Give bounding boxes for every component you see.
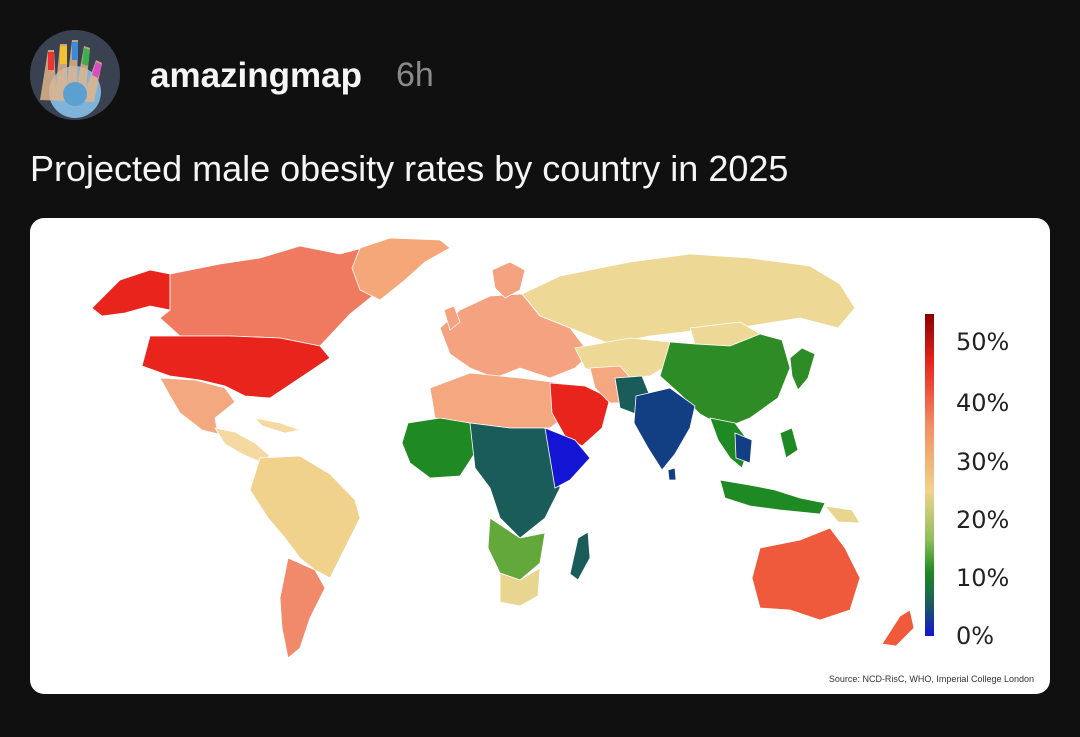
region-australia bbox=[751, 527, 861, 621]
region-indonesia bbox=[719, 479, 826, 515]
region-argentina bbox=[279, 557, 326, 659]
region-korea-japan bbox=[789, 347, 816, 391]
legend-color-bar bbox=[925, 314, 934, 636]
world-map bbox=[91, 237, 934, 659]
legend-label-10: 10% bbox=[956, 564, 1010, 592]
region-russia bbox=[521, 253, 856, 345]
avatar[interactable] bbox=[30, 30, 120, 120]
post-timestamp: 6h bbox=[396, 56, 434, 94]
region-indochina bbox=[734, 432, 753, 464]
region-alaska bbox=[91, 269, 171, 317]
region-central-africa bbox=[469, 422, 561, 539]
region-southern-africa bbox=[487, 517, 546, 581]
region-new-zealand bbox=[881, 609, 915, 647]
post-title: Projected male obesity rates by country … bbox=[30, 148, 789, 189]
source-note: Source: NCD-RisC, WHO, Imperial College … bbox=[828, 674, 1034, 684]
region-arabia bbox=[549, 382, 611, 447]
legend-label-50: 50% bbox=[956, 328, 1010, 356]
region-sri-lanka bbox=[667, 467, 677, 481]
region-india bbox=[633, 387, 696, 471]
avatar-hands-globe-icon bbox=[30, 30, 120, 120]
region-papua bbox=[824, 505, 861, 524]
post-header: amazingmap 6h bbox=[30, 30, 630, 122]
region-south-america bbox=[249, 455, 361, 579]
region-caribbean bbox=[253, 417, 302, 434]
legend-label-20: 20% bbox=[956, 506, 1010, 534]
region-east-africa bbox=[544, 427, 591, 489]
region-west-africa bbox=[401, 417, 476, 479]
region-usa bbox=[141, 335, 331, 399]
region-uk bbox=[443, 305, 461, 331]
region-scandinavia bbox=[491, 261, 526, 299]
region-mexico bbox=[159, 377, 236, 435]
region-central-america bbox=[214, 427, 271, 463]
region-madagascar bbox=[569, 531, 591, 581]
legend-label-0: 0% bbox=[956, 622, 995, 650]
author-name[interactable]: amazingmap bbox=[150, 56, 362, 95]
map-card[interactable]: 50% 40% 30% 20% 10% 0% Source: NCD-RisC,… bbox=[30, 218, 1050, 694]
legend-label-30: 30% bbox=[956, 448, 1010, 476]
legend-label-40: 40% bbox=[956, 389, 1010, 417]
region-greenland bbox=[351, 237, 451, 301]
region-south-africa bbox=[499, 567, 541, 607]
region-philippines bbox=[779, 427, 799, 459]
